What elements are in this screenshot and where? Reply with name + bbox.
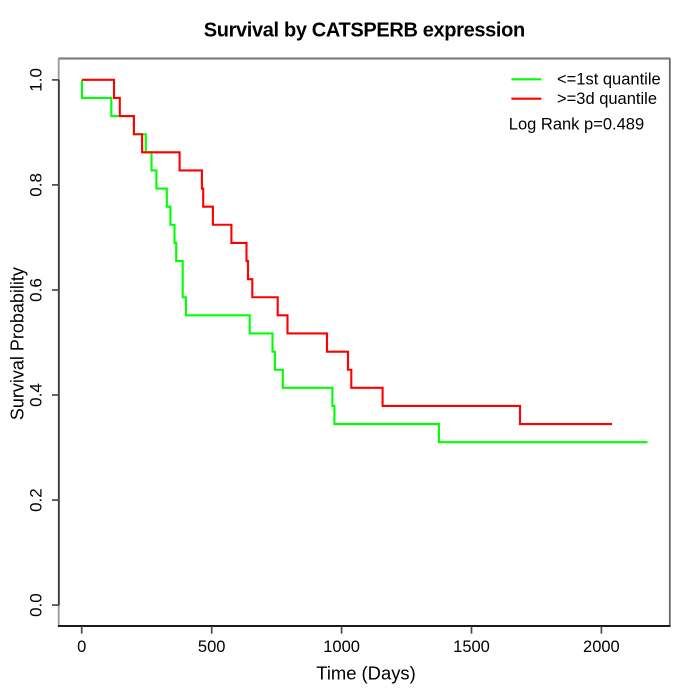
svg-text:0.6: 0.6: [26, 278, 45, 302]
svg-text:Survival by CATSPERB expressio: Survival by CATSPERB expression: [204, 19, 525, 41]
svg-text:0.4: 0.4: [26, 383, 45, 407]
svg-text:Time (Days): Time (Days): [316, 662, 415, 683]
svg-text:Log Rank p=0.489: Log Rank p=0.489: [509, 115, 644, 133]
svg-text:0.8: 0.8: [26, 173, 45, 197]
svg-text:2000: 2000: [583, 638, 620, 656]
svg-text:500: 500: [198, 638, 226, 656]
svg-text:<=1st quantile: <=1st quantile: [557, 70, 661, 88]
svg-text:1500: 1500: [453, 638, 490, 656]
svg-text:0.2: 0.2: [26, 488, 45, 512]
svg-text:Survival Probability: Survival Probability: [8, 267, 28, 420]
svg-text:1.0: 1.0: [26, 68, 45, 92]
svg-text:0.0: 0.0: [26, 593, 45, 617]
svg-text:>=3d quantile: >=3d quantile: [557, 90, 657, 108]
svg-text:1000: 1000: [323, 638, 360, 656]
svg-text:0: 0: [77, 638, 86, 656]
